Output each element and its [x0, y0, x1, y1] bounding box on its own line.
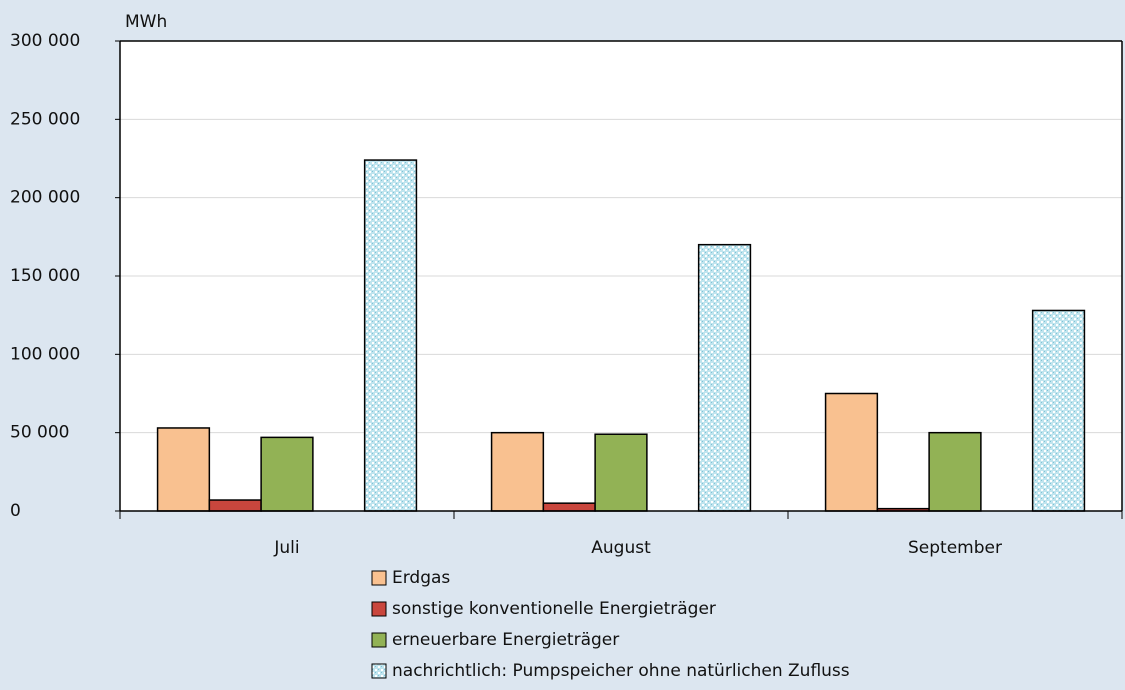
legend-swatch	[371, 570, 387, 586]
bar	[928, 431, 982, 512]
legend-label: erneuerbare Energieträger	[392, 630, 619, 650]
y-tick-label: 200 000	[10, 188, 80, 208]
legend-label: sonstige konventionelle Energieträger	[392, 599, 716, 619]
legend-label: Erdgas	[392, 568, 450, 588]
x-tick-label: August	[591, 538, 651, 558]
bar	[824, 392, 879, 512]
bar	[542, 502, 596, 512]
bar	[1031, 309, 1086, 512]
y-tick-label: 300 000	[10, 31, 80, 51]
bar	[156, 427, 211, 512]
legend-label: nachrichtlich: Pumpspeicher ohne natürli…	[392, 661, 850, 681]
y-tick-label: 50 000	[10, 423, 69, 443]
legend-swatch	[371, 663, 387, 679]
bar	[490, 431, 545, 512]
y-unit: MWh	[125, 12, 167, 32]
bar	[363, 159, 418, 512]
bar	[260, 436, 314, 512]
bar	[697, 243, 752, 512]
y-tick-label: 0	[10, 501, 21, 521]
y-tick-label: 100 000	[10, 344, 80, 364]
y-tick-label: 250 000	[10, 109, 80, 129]
bar	[594, 433, 648, 512]
y-tick-label: 150 000	[10, 266, 80, 286]
legend-swatch	[371, 601, 387, 617]
bar	[208, 499, 262, 512]
legend-swatch	[371, 632, 387, 648]
x-tick-label: Juli	[273, 538, 299, 558]
x-tick-label: September	[908, 538, 1002, 558]
